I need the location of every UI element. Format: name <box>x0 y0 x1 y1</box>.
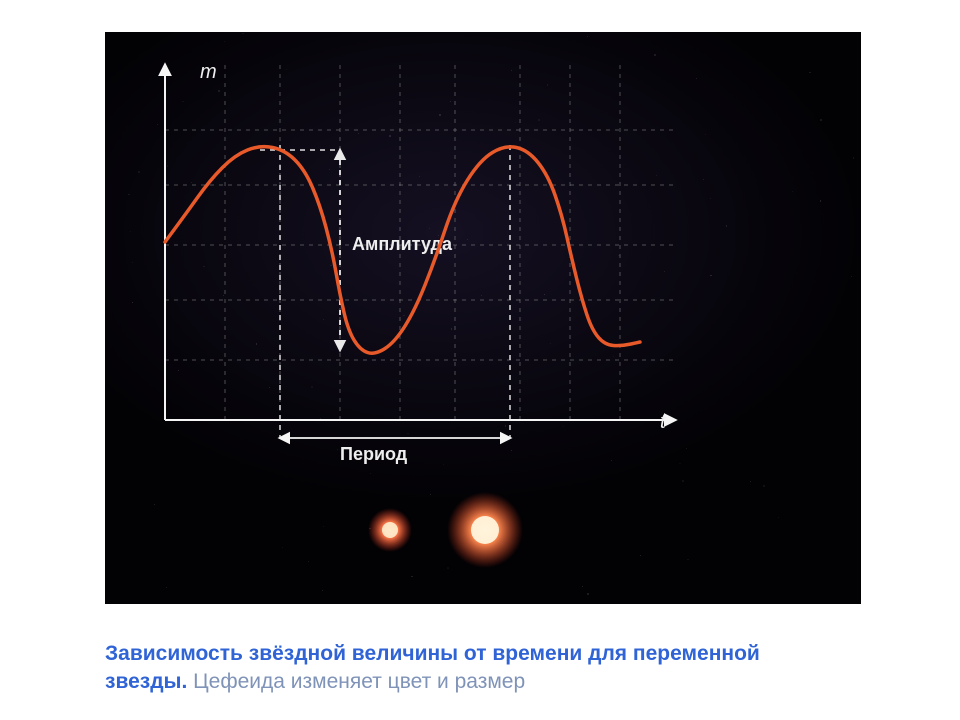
space-background: mtАмплитудаПериод <box>105 32 861 604</box>
light-curve-chart: mtАмплитудаПериод <box>105 32 861 604</box>
figure-caption: Зависимость звёздной величины от времени… <box>105 640 805 696</box>
caption-normal: Цефеида изменяет цвет и размер <box>193 670 525 693</box>
page: { "frame": { "x": 105, "y": 32, "w": 756… <box>0 0 960 720</box>
x-axis-label: t <box>660 411 667 433</box>
y-axis-label: m <box>200 61 217 83</box>
period-label: Период <box>340 444 408 464</box>
